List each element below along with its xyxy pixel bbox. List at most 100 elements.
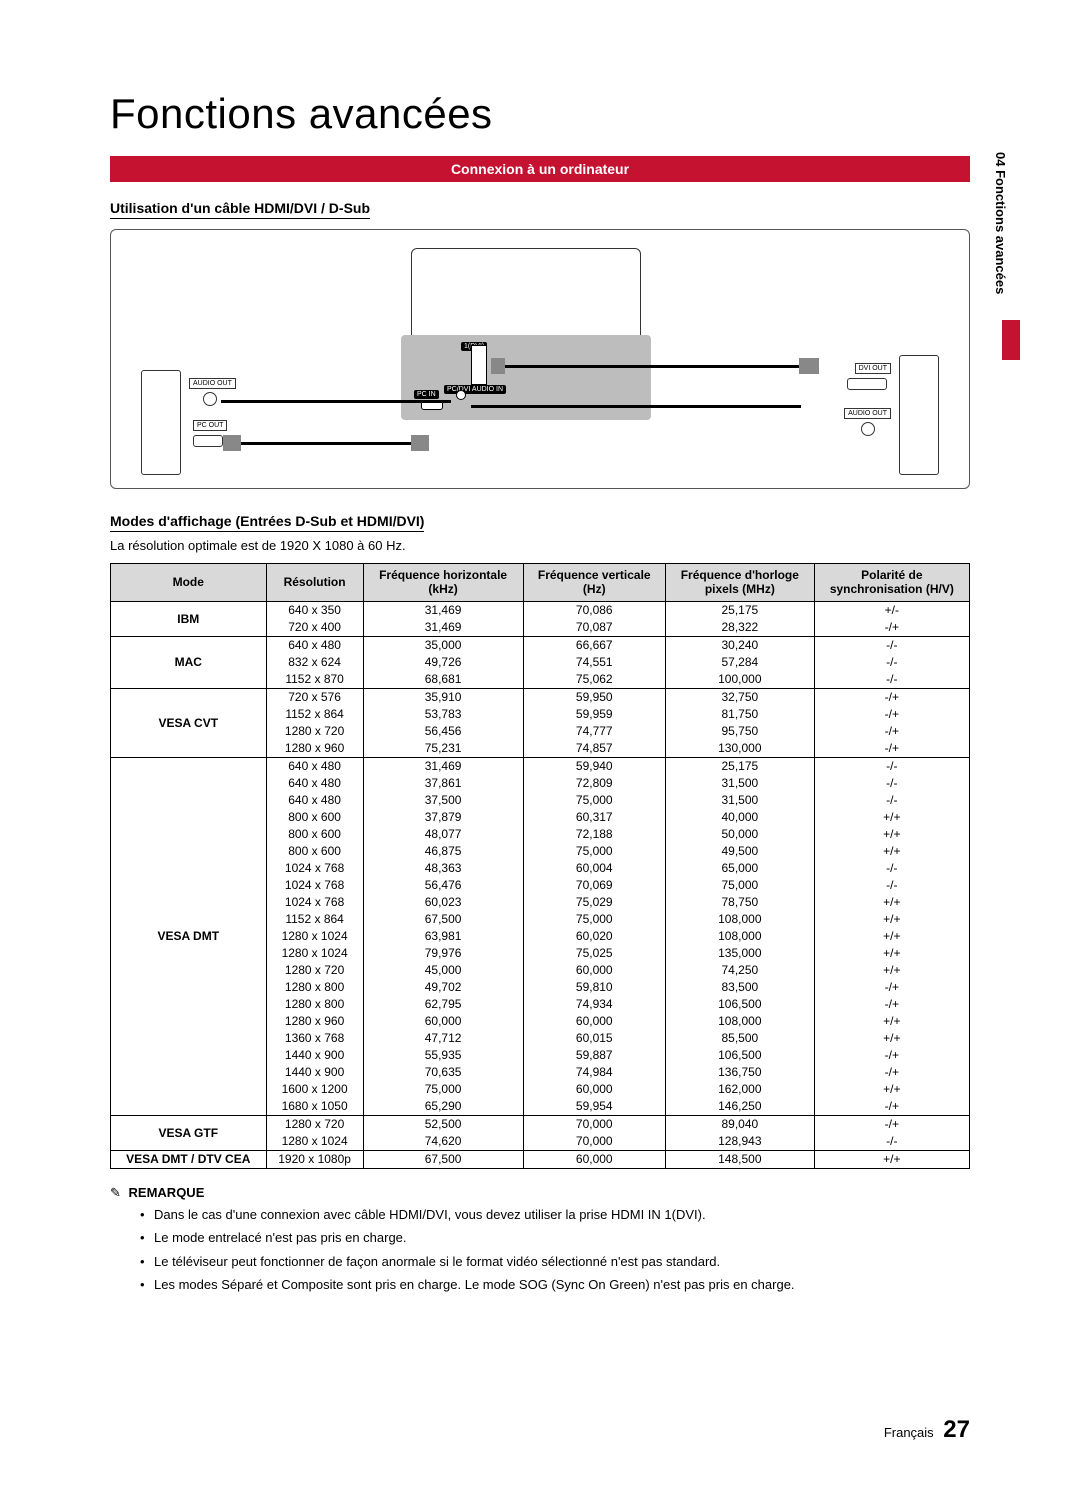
table-cell: 85,500	[665, 1030, 814, 1047]
th-hfreq: Fréquence horizontale (kHz)	[363, 564, 523, 602]
table-cell: 56,456	[363, 723, 523, 740]
table-cell: 65,290	[363, 1098, 523, 1116]
table-cell: 640 x 480	[266, 757, 363, 775]
tv-audio-in-port-icon	[456, 390, 466, 400]
table-cell: +/+	[814, 1013, 969, 1030]
table-cell: 1360 x 768	[266, 1030, 363, 1047]
table-cell: 1280 x 720	[266, 723, 363, 740]
remarque-item: Le téléviseur peut fonctionner de façon …	[140, 1252, 970, 1272]
th-pclock: Fréquence d'horloge pixels (MHz)	[665, 564, 814, 602]
table-cell: 1280 x 1024	[266, 1133, 363, 1151]
table-cell: -/+	[814, 979, 969, 996]
side-tab-marker	[1002, 320, 1020, 360]
table-cell: 1600 x 1200	[266, 1081, 363, 1098]
table-cell: 720 x 400	[266, 619, 363, 637]
table-cell: -/-	[814, 636, 969, 654]
table-cell: 81,750	[665, 706, 814, 723]
table-cell: +/+	[814, 826, 969, 843]
table-cell: 46,875	[363, 843, 523, 860]
th-polarity: Polarité de synchronisation (H/V)	[814, 564, 969, 602]
table-cell: 640 x 350	[266, 601, 363, 619]
table-cell: 59,950	[523, 688, 665, 706]
pc-left-pc-out-label: PC OUT	[193, 420, 227, 431]
table-cell: 800 x 600	[266, 809, 363, 826]
table-cell: 128,943	[665, 1133, 814, 1151]
display-modes-table: Mode Résolution Fréquence horizontale (k…	[110, 563, 970, 1169]
table-cell: 72,188	[523, 826, 665, 843]
table-cell: 68,681	[363, 671, 523, 689]
page-title: Fonctions avancées	[110, 90, 970, 138]
table-cell: 70,635	[363, 1064, 523, 1081]
th-resolution: Résolution	[266, 564, 363, 602]
table-cell: 74,620	[363, 1133, 523, 1151]
section-bar: Connexion à un ordinateur	[110, 156, 970, 182]
table-cell: 148,500	[665, 1150, 814, 1168]
remarque-item: Le mode entrelacé n'est pas pris en char…	[140, 1228, 970, 1248]
table-cell: 720 x 576	[266, 688, 363, 706]
table-cell: 30,240	[665, 636, 814, 654]
table-cell: 59,887	[523, 1047, 665, 1064]
side-tab: 04 Fonctions avancées	[993, 152, 1008, 294]
pc-right-dvi-port-icon	[847, 378, 887, 390]
table-cell: 1024 x 768	[266, 894, 363, 911]
table-cell: -/-	[814, 860, 969, 877]
table-cell: -/+	[814, 723, 969, 740]
table-cell: 37,500	[363, 792, 523, 809]
table-cell: 74,984	[523, 1064, 665, 1081]
table-cell: 49,500	[665, 843, 814, 860]
pc-tower-left-icon	[141, 370, 181, 475]
table-cell: 60,023	[363, 894, 523, 911]
table-cell: -/-	[814, 757, 969, 775]
table-cell: 640 x 480	[266, 792, 363, 809]
table-cell: +/+	[814, 1081, 969, 1098]
table-cell: 640 x 480	[266, 636, 363, 654]
table-cell: 49,726	[363, 654, 523, 671]
table-cell: 70,000	[523, 1133, 665, 1151]
mode-cell: MAC	[111, 636, 267, 688]
table-cell: 75,000	[665, 877, 814, 894]
table-cell: 74,250	[665, 962, 814, 979]
table-cell: 1280 x 960	[266, 1013, 363, 1030]
vga-plug-pc-icon	[223, 435, 241, 451]
table-cell: -/-	[814, 654, 969, 671]
table-cell: 32,750	[665, 688, 814, 706]
pc-left-audio-out-label: AUDIO OUT	[189, 378, 236, 389]
table-cell: 136,750	[665, 1064, 814, 1081]
table-cell: 37,861	[363, 775, 523, 792]
table-cell: 108,000	[665, 1013, 814, 1030]
table-cell: -/+	[814, 706, 969, 723]
table-cell: 67,500	[363, 911, 523, 928]
connection-diagram: 1(DVI) PC/DVI AUDIO IN PC IN AUDIO OUT P…	[110, 229, 970, 489]
table-cell: -/+	[814, 996, 969, 1013]
audio-cable-left-icon	[221, 400, 451, 403]
table-cell: 60,015	[523, 1030, 665, 1047]
table-cell: 70,086	[523, 601, 665, 619]
th-vfreq: Fréquence verticale (Hz)	[523, 564, 665, 602]
footer-page-number: 27	[943, 1416, 970, 1443]
footer-language: Français	[884, 1425, 934, 1440]
note-hand-icon: ✎	[110, 1185, 121, 1201]
table-cell: 59,959	[523, 706, 665, 723]
table-cell: 1152 x 864	[266, 911, 363, 928]
table-cell: 1024 x 768	[266, 877, 363, 894]
table-cell: 1440 x 900	[266, 1047, 363, 1064]
table-cell: 1280 x 960	[266, 740, 363, 758]
pc-right-audio-out-label: AUDIO OUT	[844, 408, 891, 419]
table-cell: +/+	[814, 911, 969, 928]
tv-port-pcdvi-audio-label: PC/DVI AUDIO IN	[444, 385, 506, 394]
table-cell: 31,469	[363, 601, 523, 619]
remarque-item: Les modes Séparé et Composite sont pris …	[140, 1275, 970, 1295]
optimal-resolution-note: La résolution optimale est de 1920 X 108…	[110, 538, 970, 553]
table-cell: -/-	[814, 775, 969, 792]
table-cell: 59,810	[523, 979, 665, 996]
table-cell: 31,500	[665, 775, 814, 792]
vga-plug-tv-icon	[411, 435, 429, 451]
table-cell: 162,000	[665, 1081, 814, 1098]
table-cell: 62,795	[363, 996, 523, 1013]
table-cell: 70,000	[523, 1115, 665, 1133]
table-cell: 74,857	[523, 740, 665, 758]
table-cell: +/+	[814, 894, 969, 911]
th-mode: Mode	[111, 564, 267, 602]
table-cell: 74,934	[523, 996, 665, 1013]
table-cell: 55,935	[363, 1047, 523, 1064]
